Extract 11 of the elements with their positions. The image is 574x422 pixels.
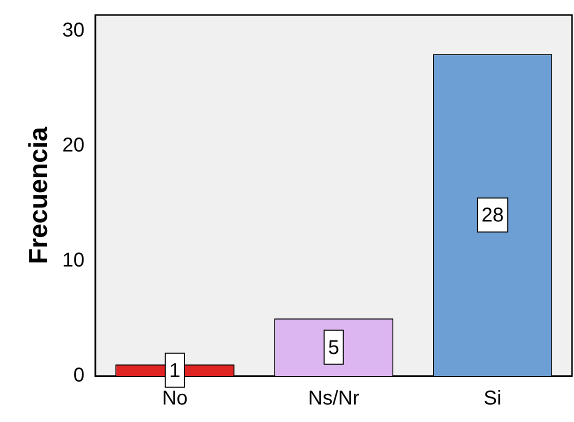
data-label: 28 xyxy=(481,204,504,227)
y-axis-title: Frecuencia xyxy=(22,126,53,264)
x-tick-label: No xyxy=(162,388,188,410)
y-tick-label: 30 xyxy=(62,20,84,42)
y-tick-label: 20 xyxy=(62,134,84,157)
data-label: 5 xyxy=(328,336,340,359)
data-label: 1 xyxy=(169,360,180,382)
x-tick-label: Ns/Nr xyxy=(308,388,360,410)
x-tick-label: Si xyxy=(484,388,502,410)
y-tick-label: 10 xyxy=(62,250,84,272)
y-tick-label: 0 xyxy=(73,364,84,387)
